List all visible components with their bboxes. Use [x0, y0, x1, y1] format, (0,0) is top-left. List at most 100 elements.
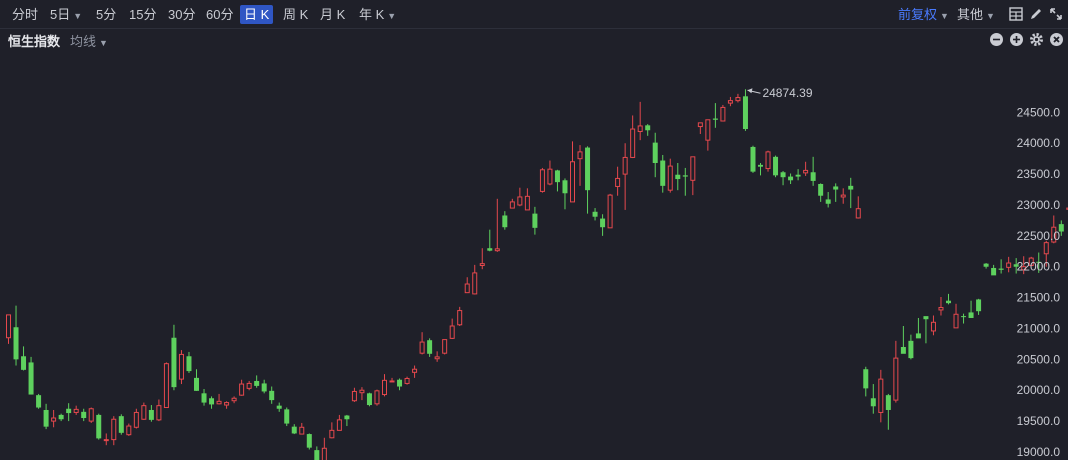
candle-body	[991, 267, 997, 276]
candle-body	[697, 122, 703, 128]
candle	[246, 380, 252, 391]
candle-body	[825, 199, 831, 204]
candle	[306, 433, 312, 450]
candle	[878, 369, 884, 423]
tab-label: 5日	[50, 7, 71, 22]
tab-label: 30分	[168, 7, 196, 22]
y-tick-label: 23000.0	[1017, 198, 1061, 212]
candle	[156, 399, 162, 422]
price-axis: 24500.0 24000.0 23500.0 23000.0 22500.0 22000…	[1017, 105, 1061, 459]
tab-daily-k[interactable]: 日 K	[240, 5, 274, 24]
settings-icon[interactable]	[1029, 32, 1044, 47]
candle	[758, 162, 763, 176]
candle-body	[893, 357, 899, 401]
candle-body	[186, 356, 192, 372]
tab-monthly-k[interactable]: 月 K	[316, 5, 349, 24]
candle-body	[998, 268, 1004, 270]
candle-body	[818, 183, 824, 196]
tab-timeshare[interactable]: 分时	[8, 5, 42, 24]
candle-body	[810, 172, 816, 181]
candle	[517, 187, 523, 207]
zoom-out-icon[interactable]	[989, 32, 1004, 47]
adjust-dropdown[interactable]: 前复权 ▼	[898, 5, 949, 24]
candle-body	[705, 119, 711, 141]
candle	[276, 402, 282, 412]
candle-body	[427, 340, 433, 354]
candle	[329, 422, 335, 439]
candle	[773, 155, 779, 178]
candle	[449, 318, 455, 339]
candle	[389, 377, 395, 383]
candle-body	[976, 299, 982, 312]
candle	[848, 177, 854, 209]
candle	[487, 229, 493, 252]
other-dropdown[interactable]: 其他 ▼	[957, 5, 995, 24]
candle-body	[194, 377, 199, 391]
candle-body	[1013, 264, 1019, 267]
candle-body	[946, 300, 951, 304]
candle-body	[21, 356, 27, 370]
high-label: 24874.39	[762, 86, 812, 100]
candle	[915, 317, 921, 339]
candle	[351, 387, 357, 402]
tab-weekly-k[interactable]: 周 K	[279, 5, 312, 24]
close-icon[interactable]	[1049, 32, 1064, 47]
candle-body	[637, 125, 643, 133]
candle	[682, 167, 688, 196]
candle	[261, 379, 267, 394]
candle-body	[765, 151, 771, 170]
tab-30min[interactable]: 30分	[164, 5, 199, 24]
candle	[953, 303, 959, 329]
candle-body	[28, 362, 34, 395]
draw-pen-icon[interactable]	[1028, 6, 1044, 22]
chevron-down-icon: ▼	[986, 11, 995, 21]
candle	[291, 424, 297, 435]
fullscreen-icon[interactable]	[1048, 6, 1064, 22]
tab-5day[interactable]: 5日 ▼	[46, 5, 86, 24]
tab-60min[interactable]: 60分	[202, 5, 237, 24]
candle	[923, 316, 929, 344]
candle-body	[148, 409, 154, 420]
candle-body	[6, 314, 11, 339]
candle	[712, 103, 718, 128]
candle-body	[1066, 207, 1068, 210]
candle	[178, 350, 184, 385]
candle	[727, 96, 733, 107]
candle-body	[133, 411, 139, 428]
chevron-down-icon: ▼	[940, 11, 949, 21]
candle	[1036, 252, 1042, 273]
candle-body	[306, 434, 312, 448]
candle-body	[848, 185, 854, 190]
candle-body	[359, 389, 365, 394]
candle-body	[126, 425, 132, 436]
toolbar: 分时 5日 ▼ 5分 15分 30分 60分 日 K 周 K 月 K 年 K ▼ 前…	[0, 0, 1068, 29]
candle-body	[667, 165, 673, 191]
candle-body	[382, 379, 387, 396]
candle-body	[938, 306, 944, 311]
candle-body	[276, 405, 282, 409]
candle-body	[66, 408, 72, 414]
candle-body	[870, 398, 876, 407]
candle	[1013, 258, 1019, 274]
tab-15min[interactable]: 15分	[125, 5, 160, 24]
candle	[81, 408, 87, 422]
layout-grid-icon[interactable]	[1008, 6, 1024, 22]
candle-body	[645, 125, 651, 131]
candle	[720, 104, 726, 122]
candle	[765, 150, 771, 172]
candle	[1006, 256, 1012, 273]
candle-body	[141, 405, 147, 420]
indicator-dropdown[interactable]: 均线 ▼	[70, 31, 108, 50]
tab-label: 年 K	[359, 7, 385, 22]
candle	[103, 433, 109, 446]
candle	[795, 169, 801, 181]
candle	[998, 259, 1004, 274]
tab-5min[interactable]: 5分	[92, 5, 120, 24]
candle	[630, 115, 636, 159]
zoom-in-icon[interactable]	[1009, 32, 1024, 47]
candle-body	[96, 414, 102, 439]
candle	[321, 437, 327, 460]
candle-body	[412, 368, 418, 373]
candlestick-chart[interactable]: 24500.0 24000.0 23500.0 23000.0 22500.0 22000…	[0, 50, 1068, 460]
tab-yearly-k[interactable]: 年 K ▼	[355, 5, 400, 24]
